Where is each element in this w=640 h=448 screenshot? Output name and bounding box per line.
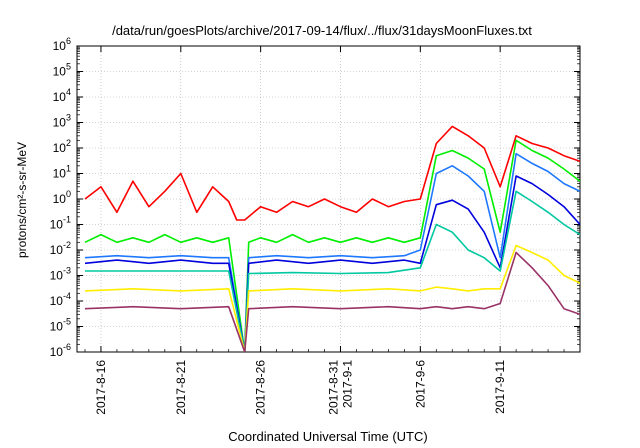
series-line-1 <box>84 125 580 221</box>
series-line-7 <box>84 251 580 352</box>
y-tick-label: 10-2 <box>50 240 71 257</box>
x-axis: 2017-8-16 2017-8-21 2017-8-26 2017-8-31 2017… <box>84 46 581 415</box>
series-line-4 <box>84 175 580 352</box>
y-tick-label: 10-3 <box>50 266 71 283</box>
x-tick-label: 2017-9-6 <box>413 360 427 408</box>
series-line-5 <box>85 190 580 352</box>
x-tick-label: 2017-8-26 <box>254 360 268 415</box>
series-line-3 <box>84 152 580 352</box>
y-tick-label: 104 <box>53 87 71 104</box>
y-tick-label: 105 <box>53 62 71 79</box>
y-tick-label: 102 <box>53 138 71 155</box>
series-layer <box>84 125 580 352</box>
series-line-6 <box>84 244 580 352</box>
grid <box>77 46 580 352</box>
x-tick-label: 2017-9-1 <box>340 360 354 408</box>
y-tick-label: 101 <box>53 164 71 181</box>
x-tick-label: 2017-9-11 <box>493 360 507 414</box>
y-tick-label: 10-4 <box>50 291 71 308</box>
y-tick-label: 10-1 <box>50 215 71 232</box>
y-tick-label: 10-6 <box>50 342 71 359</box>
y-axis: 10-6 10-5 10-4 10-3 10-2 10-1 100 101 102 103 104 1… <box>50 36 580 359</box>
y-tick-label: 100 <box>53 189 71 206</box>
y-axis-label: protons/cm²-s-sr-MeV <box>15 142 29 258</box>
y-tick-label: 106 <box>53 36 71 53</box>
x-axis-label: Coordinated Universal Time (UTC) <box>228 429 427 444</box>
y-tick-label: 10-5 <box>50 317 71 334</box>
series-line-2 <box>84 139 580 352</box>
x-tick-label: 2017-8-21 <box>174 360 188 415</box>
x-tick-label: 2017-8-31 <box>326 360 340 415</box>
chart-title: /data/run/goesPlots/archive/2017-09-14/f… <box>112 23 532 38</box>
y-tick-label: 103 <box>53 113 71 130</box>
x-tick-label: 2017-8-16 <box>94 360 108 415</box>
